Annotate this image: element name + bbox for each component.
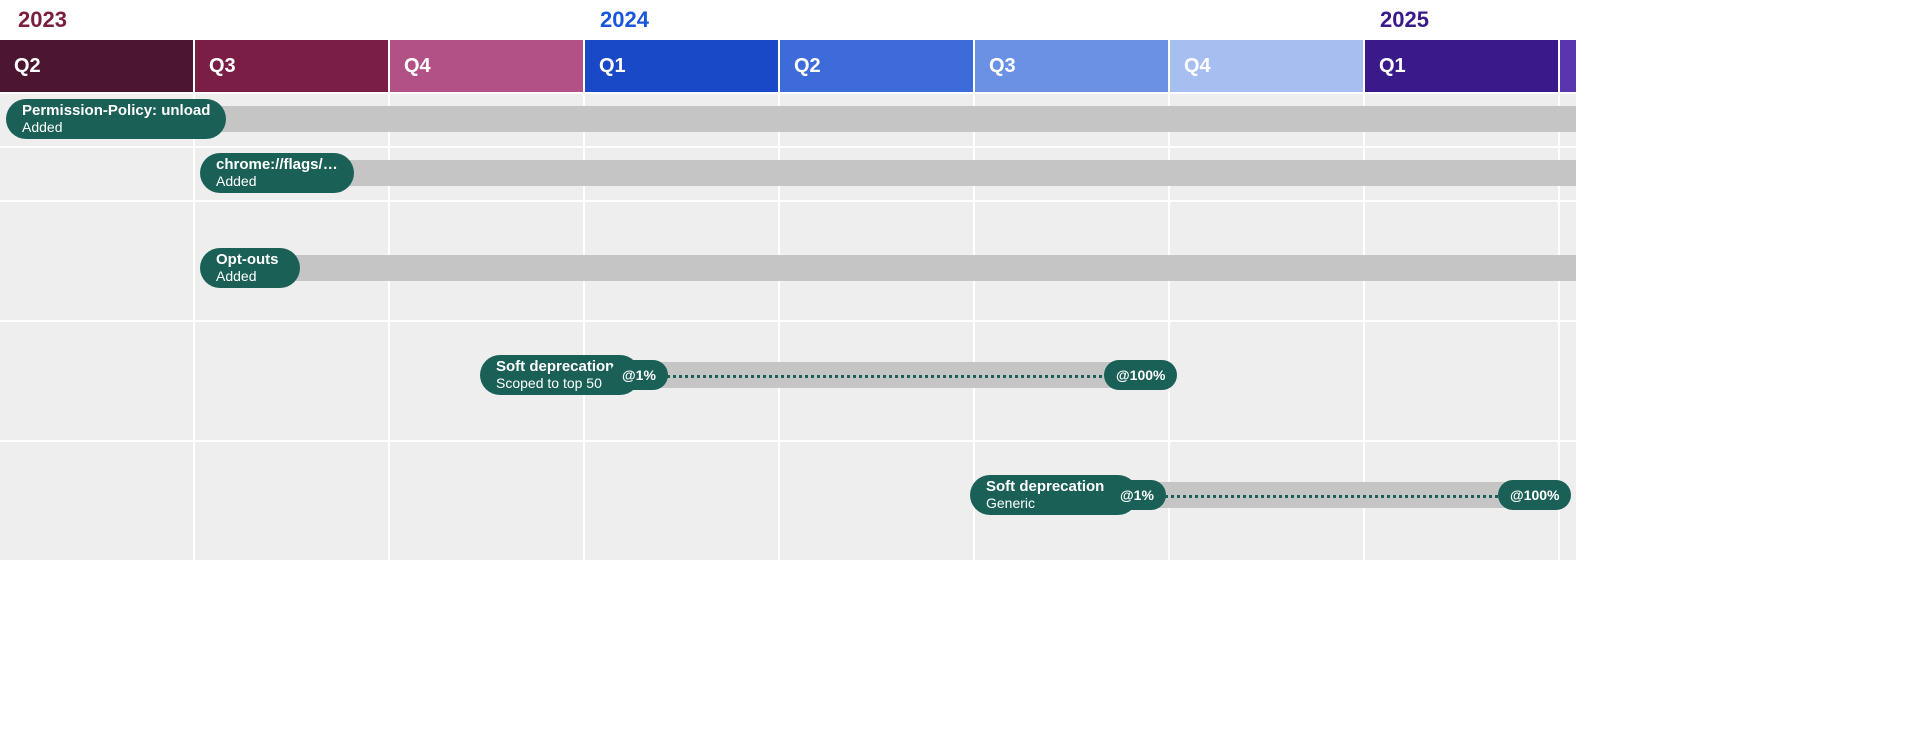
pill-subtitle: Scoped to top 50 [496,376,624,391]
percent-badge: @1% [1108,480,1166,510]
pill-subtitle: Generic [986,496,1122,511]
quarter-cell: Q4 [390,40,585,92]
grid-cell [1365,94,1560,146]
percent-badge-end: @100% [1104,360,1177,390]
grid-cell [585,94,780,146]
pill-title: Soft deprecation [496,359,624,376]
grid-cell [390,148,585,200]
grid-cell-sliver [1560,322,1576,440]
grid-cell [975,148,1170,200]
timeline-body: Permission-Policy: unloadAddedchrome://f… [0,92,1908,562]
grid-cell [0,202,195,320]
grid-cell [585,442,780,560]
grid-cell [780,148,975,200]
grid-cell [195,322,390,440]
grid-cell [0,442,195,560]
milestone-pill: chrome://flags/…Added [200,153,354,193]
grid-cell [780,322,975,440]
quarter-cell: Q3 [975,40,1170,92]
grid-row [0,442,1908,562]
year-label: 2025 [1380,7,1429,33]
quarter-cell: Q1 [585,40,780,92]
grid-cell [975,202,1170,320]
quarter-cell: Q2 [0,40,195,92]
quarter-cell-sliver [1560,40,1576,92]
grid-cell [1365,202,1560,320]
pill-title: Soft deprecation [986,479,1122,496]
percent-badge-end: @100% [1498,480,1571,510]
grid-cell [1365,148,1560,200]
quarter-cell: Q1 [1365,40,1560,92]
grid-cell-sliver [1560,148,1576,200]
pill-subtitle: Added [216,174,338,189]
grid-cell [390,94,585,146]
percent-badge: @1% [610,360,668,390]
grid-cell [975,94,1170,146]
milestone-pill: Opt-outsAdded [200,248,300,288]
grid-cell [1170,94,1365,146]
timeline-root: 202320242025 Q2Q3Q4Q1Q2Q3Q4Q1 Permission… [0,0,1908,562]
grid-cell [0,148,195,200]
grid-row [0,92,1908,148]
pill-title: Opt-outs [216,252,284,269]
grid-cell [0,322,195,440]
pill-title: chrome://flags/… [216,157,338,174]
pill-subtitle: Added [22,120,210,135]
grid-cell [1170,148,1365,200]
grid-cell [585,148,780,200]
grid-cell [780,202,975,320]
quarter-row: Q2Q3Q4Q1Q2Q3Q4Q1 [0,40,1908,92]
pill-title: Permission-Policy: unload [22,103,210,120]
grid-cell [1170,202,1365,320]
grid-cell [390,442,585,560]
grid-cell [780,442,975,560]
grid-cell [1170,322,1365,440]
quarter-cell: Q2 [780,40,975,92]
grid-cell [195,442,390,560]
quarter-cell: Q4 [1170,40,1365,92]
grid-row [0,322,1908,442]
grid-cell [780,94,975,146]
grid-cell [1170,442,1365,560]
year-label: 2024 [600,7,649,33]
grid-cell [1365,322,1560,440]
grid-cell [585,202,780,320]
pill-subtitle: Added [216,269,284,284]
year-row: 2023 2024 2025 [0,0,1908,40]
year-label: 2023 [18,7,67,33]
quarter-cell: Q3 [195,40,390,92]
grid-cell-sliver [1560,202,1576,320]
grid-cell [390,202,585,320]
grid-cell-sliver [1560,94,1576,146]
milestone-pill: Permission-Policy: unloadAdded [6,99,226,139]
